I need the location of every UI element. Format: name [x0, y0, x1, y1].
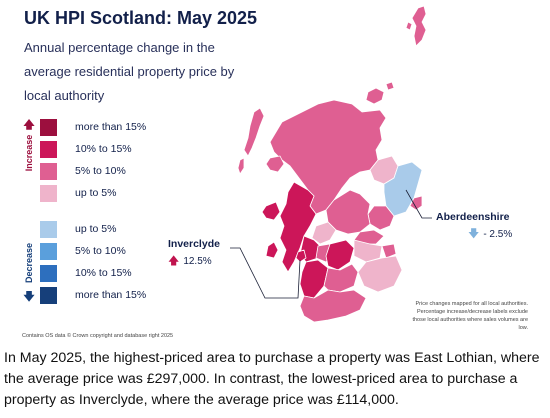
legend-item-label: 5% to 10%: [75, 245, 126, 257]
legend-item-label: 10% to 15%: [75, 143, 132, 155]
arrow-down-icon: 🡇: [23, 291, 35, 303]
inverclyde-region: [295, 249, 307, 263]
legend-swatch: [40, 184, 57, 202]
chart-title: UK HPI Scotland: May 2025: [24, 8, 258, 28]
legend-swatch: [40, 162, 57, 180]
legend-swatch: [40, 220, 57, 238]
perth-kinross-region: [325, 189, 371, 235]
inverclyde-name: Inverclyde: [168, 238, 220, 250]
dumfries-galloway-region: [299, 289, 367, 323]
western-isles-region: [243, 107, 265, 157]
mull-island: [261, 201, 281, 221]
legend-item: up to 5%: [40, 220, 116, 238]
legend-item: 10% to 15%: [40, 140, 132, 158]
inverclyde-leader-line: [230, 247, 301, 299]
increase-axis: 🡅 Increase: [22, 118, 36, 202]
lanarkshire-region: [325, 239, 355, 271]
legend-item: more than 15%: [40, 286, 146, 304]
legend-swatch: [40, 242, 57, 260]
arrow-down-icon: 🡇: [468, 228, 480, 240]
argyll-bute-region: [279, 181, 317, 273]
legend-item-label: up to 5%: [75, 223, 117, 235]
map-note: Price changes mapped for all local autho…: [412, 301, 528, 331]
skye-island: [265, 155, 285, 173]
islay-island: [265, 241, 279, 259]
shetland-island: [405, 21, 413, 31]
shetland-region: [411, 5, 427, 47]
legend-item-label: 10% to 15%: [75, 267, 132, 279]
decrease-axis: Decrease 🡇: [22, 222, 36, 306]
legend-swatch: [40, 140, 57, 158]
western-isles-south: [237, 157, 245, 175]
legend-item: 10% to 15%: [40, 264, 132, 282]
caption-text: In May 2025, the highest-priced area to …: [4, 350, 540, 408]
inverclyde-callout: Inverclyde 🡅 12.5%: [168, 238, 220, 271]
legend-item: 5% to 10%: [40, 242, 126, 260]
stirling-region: [311, 221, 337, 245]
inverclyde-value: 12.5%: [183, 256, 212, 267]
legend-swatch: [40, 264, 57, 282]
legend-item-label: more than 15%: [75, 121, 147, 133]
arrow-up-icon: 🡅: [23, 119, 35, 131]
aberdeenshire-value: - 2.5%: [483, 229, 513, 240]
aberdeen-city-region: [409, 195, 423, 211]
aberdeenshire-leader-line: [405, 189, 432, 219]
decrease-label: Decrease: [24, 242, 34, 284]
legend-item-label: up to 5%: [75, 187, 117, 199]
chart-subtitle: Annual percentage change in the average …: [24, 40, 235, 103]
east-lothian-region: [381, 243, 397, 259]
copyright-text: Contains OS data © Crown copyright and d…: [22, 333, 174, 339]
orkney-region: [365, 87, 385, 105]
scotland-map: [230, 5, 432, 323]
legend: 🡅 Increase Decrease 🡇 more than 15% 10% …: [22, 118, 172, 308]
aberdeenshire-region: [383, 161, 423, 217]
legend-item-label: more than 15%: [75, 289, 147, 301]
south-lanarkshire-region: [323, 263, 359, 293]
legend-item: up to 5%: [40, 184, 116, 202]
edinburgh-lothian-region: [353, 239, 383, 263]
legend-item-label: 5% to 10%: [75, 165, 126, 177]
orkney-island: [385, 81, 395, 91]
legend-swatch: [40, 118, 57, 136]
borders-region: [357, 255, 403, 293]
legend-swatch: [40, 286, 57, 304]
legend-item: more than 15%: [40, 118, 146, 136]
aberdeenshire-name: Aberdeenshire: [436, 211, 510, 223]
legend-item: 5% to 10%: [40, 162, 126, 180]
increase-label: Increase: [24, 134, 34, 172]
arrow-up-icon: 🡅: [168, 255, 180, 267]
aberdeenshire-callout: Aberdeenshire 🡇 - 2.5%: [436, 211, 512, 244]
